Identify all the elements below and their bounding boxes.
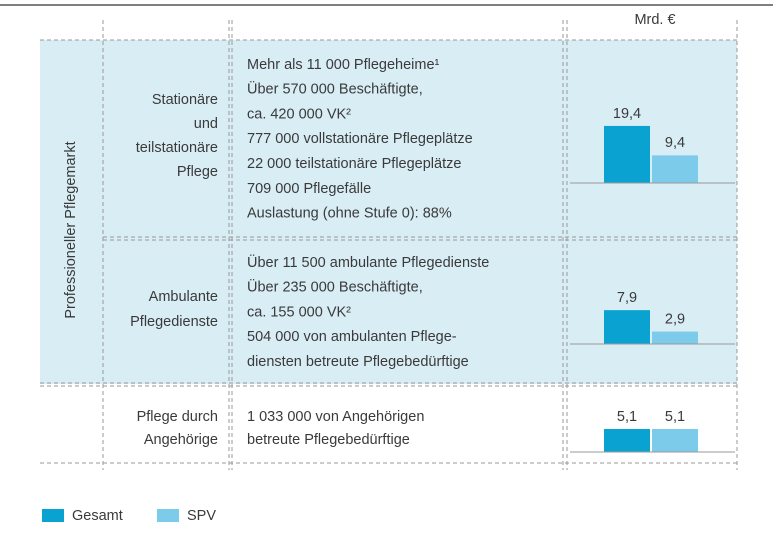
bar [652, 428, 698, 452]
row-label: Pflege durch [137, 409, 218, 425]
row-text: ca. 420 000 VK² [247, 106, 351, 122]
value-label: 2,9 [665, 311, 685, 327]
value-label: 19,4 [613, 106, 641, 122]
row-label: Pflege [177, 164, 218, 180]
row-text: 777 000 vollstationäre Pflegeplätze [247, 131, 473, 147]
row-label: Ambulante [149, 289, 218, 305]
value-label: 7,9 [617, 290, 637, 306]
bar [604, 310, 650, 344]
bar [652, 331, 698, 344]
row-text: 22 000 teilstationäre Pflegeplätze [247, 156, 461, 172]
unit: Mrd. € [634, 12, 675, 28]
row-text: 1 033 000 von Angehörigen [247, 409, 424, 425]
bar [652, 155, 698, 183]
legend-swatch [157, 509, 179, 522]
row-label: und [194, 116, 218, 132]
legend-label: Gesamt [72, 508, 123, 524]
row-text: ca. 155 000 VK² [247, 304, 351, 320]
value-label: 9,4 [665, 135, 685, 151]
bar [604, 428, 650, 452]
row-text: 504 000 von ambulanten Pflege- [247, 329, 457, 345]
value-label: 5,1 [665, 409, 685, 425]
row-text: Über 235 000 Beschäftigte, [247, 278, 423, 296]
bar [604, 125, 650, 183]
row-text: Über 11 500 ambulante Pflegedienste [247, 253, 489, 271]
row-text: Über 570 000 Beschäftigte, [247, 80, 423, 98]
legend-swatch [42, 509, 64, 522]
row-text: diensten betreute Pflegebedürftige [247, 354, 469, 370]
row-label: teilstationäre [136, 140, 218, 156]
row-text: Auslastung (ohne Stufe 0): 88% [247, 206, 452, 222]
legend-label: SPV [187, 508, 216, 524]
row-text: betreute Pflegebedürftige [247, 432, 410, 448]
value-label: 5,1 [617, 409, 637, 425]
row-label: Stationäre [152, 92, 218, 108]
row-label: Pflegedienste [130, 314, 218, 330]
row-text: Mehr als 11 000 Pflegeheime¹ [247, 57, 440, 73]
side-label: Professioneller Pflegemarkt [63, 141, 79, 318]
row-text: 709 000 Pflegefälle [247, 181, 371, 197]
grid [40, 20, 738, 470]
row-label: Angehörige [144, 432, 218, 448]
